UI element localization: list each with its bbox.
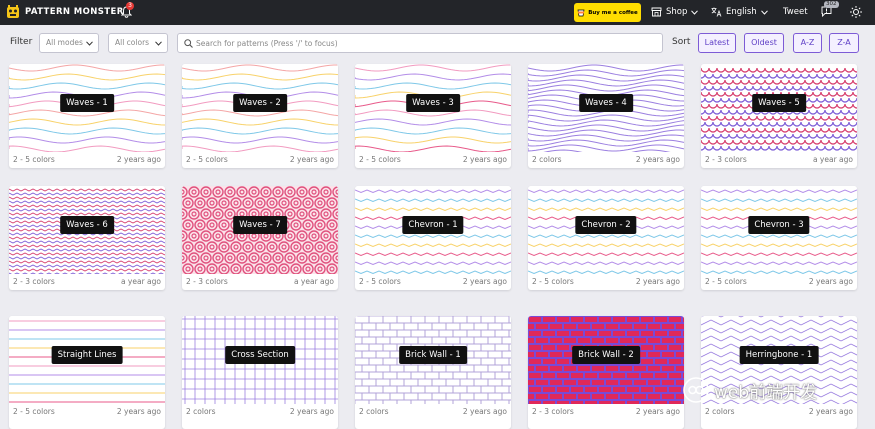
- chevron-down-icon: [691, 9, 699, 15]
- pattern-card[interactable]: Straight Lines 2 - 5 colors 2 years ago: [9, 316, 165, 429]
- color-select-value: All colors: [115, 38, 150, 47]
- chevron-down-icon: [155, 41, 162, 46]
- pattern-color-count: 2 colors: [705, 407, 735, 416]
- chevron-down-icon: [86, 41, 93, 46]
- pattern-color-count: 2 - 5 colors: [359, 277, 401, 286]
- sort-za-button[interactable]: Z-A: [829, 33, 859, 53]
- filter-label: Filter: [10, 37, 33, 47]
- pattern-name: Waves - 1: [60, 94, 114, 112]
- pattern-preview[interactable]: [528, 316, 684, 404]
- pattern-name: Waves - 4: [579, 94, 633, 112]
- pattern-color-count: 2 colors: [186, 407, 216, 416]
- pattern-age: 2 years ago: [116, 407, 161, 416]
- sort-label: Sort: [672, 37, 691, 47]
- monster-logo-icon[interactable]: [6, 5, 20, 19]
- pattern-color-count: 2 - 3 colors: [532, 407, 574, 416]
- pattern-card[interactable]: Waves - 7 2 - 3 colors a year ago: [182, 186, 338, 290]
- pattern-age: 2 years ago: [116, 155, 161, 164]
- pattern-color-count: 2 - 5 colors: [186, 155, 228, 164]
- coffee-cup-icon: [577, 9, 585, 17]
- feedback-count-badge: 302: [824, 1, 839, 8]
- brand-title[interactable]: PATTERN MONSTER: [25, 7, 124, 17]
- top-nav: PATTERN MONSTER 3 Buy me a coffee Shop E…: [0, 0, 875, 25]
- pattern-age: 2 years ago: [289, 407, 334, 416]
- translate-icon: [711, 7, 722, 17]
- notification-badge: 3: [126, 2, 134, 10]
- pattern-card[interactable]: Waves - 6 2 - 3 colors a year ago: [9, 186, 165, 290]
- pattern-name: Waves - 3: [406, 94, 460, 112]
- pattern-age: 2 years ago: [808, 277, 853, 286]
- pattern-card[interactable]: Waves - 1 2 - 5 colors 2 years ago: [9, 64, 165, 168]
- pattern-card[interactable]: Brick Wall - 1 2 colors 2 years ago: [355, 316, 511, 429]
- pattern-age: 2 years ago: [462, 277, 507, 286]
- language-label: English: [726, 7, 757, 17]
- pattern-age: a year ago: [120, 277, 161, 286]
- pattern-color-count: 2 colors: [359, 407, 389, 416]
- mode-select-value: All modes: [46, 38, 83, 47]
- mode-select[interactable]: All modes: [39, 33, 99, 53]
- pattern-name: Waves - 6: [60, 216, 114, 234]
- pattern-age: a year ago: [293, 277, 334, 286]
- pattern-card[interactable]: Brick Wall - 2 2 - 3 colors 2 years ago: [528, 316, 684, 429]
- pattern-card[interactable]: Waves - 3 2 - 5 colors 2 years ago: [355, 64, 511, 168]
- pattern-name: Waves - 5: [752, 94, 806, 112]
- pattern-name: Waves - 7: [233, 216, 287, 234]
- pattern-name: Chevron - 1: [402, 216, 464, 234]
- pattern-name: Cross Section: [225, 346, 295, 364]
- pattern-color-count: 2 - 3 colors: [13, 277, 55, 286]
- pattern-age: 2 years ago: [635, 407, 680, 416]
- pattern-age: 2 years ago: [808, 407, 853, 416]
- search-icon: [184, 39, 193, 48]
- pattern-age: 2 years ago: [635, 155, 680, 164]
- search-input[interactable]: [196, 35, 656, 51]
- pattern-name: Brick Wall - 1: [399, 346, 467, 364]
- chevron-down-icon: [760, 9, 768, 15]
- sort-oldest-button[interactable]: Oldest: [744, 33, 784, 53]
- shop-menu[interactable]: Shop: [651, 7, 699, 17]
- watermark-text: web前端开发: [714, 382, 818, 403]
- pattern-name: Waves - 2: [233, 94, 287, 112]
- search-box: [177, 33, 663, 53]
- pattern-age: 2 years ago: [635, 277, 680, 286]
- sort-az-button[interactable]: A-Z: [793, 33, 822, 53]
- pattern-card[interactable]: Waves - 2 2 - 5 colors 2 years ago: [182, 64, 338, 168]
- pattern-age: a year ago: [812, 155, 853, 164]
- pattern-card[interactable]: Waves - 4 2 colors 2 years ago: [528, 64, 684, 168]
- pattern-name: Brick Wall - 2: [572, 346, 640, 364]
- pattern-card[interactable]: Cross Section 2 colors 2 years ago: [182, 316, 338, 429]
- pattern-age: 2 years ago: [462, 155, 507, 164]
- pattern-color-count: 2 - 5 colors: [13, 155, 55, 164]
- pattern-age: 2 years ago: [462, 407, 507, 416]
- wechat-logo-icon: [683, 377, 709, 403]
- wechat-watermark: web前端开发: [682, 376, 817, 404]
- sort-latest-button[interactable]: Latest: [698, 33, 736, 53]
- pattern-card[interactable]: Waves - 5 2 - 3 colors a year ago: [701, 64, 857, 168]
- pattern-name: Chevron - 3: [748, 216, 810, 234]
- language-menu[interactable]: English: [711, 7, 768, 17]
- theme-toggle-sun-icon[interactable]: [850, 6, 862, 18]
- pattern-age: 2 years ago: [289, 155, 334, 164]
- pattern-name: Straight Lines: [51, 346, 123, 364]
- pattern-name: Herringbone - 1: [739, 346, 819, 364]
- pattern-color-count: 2 - 5 colors: [705, 277, 747, 286]
- shop-label: Shop: [666, 7, 688, 17]
- pattern-card[interactable]: Herringbone - 1 2 colors 2 years ago: [701, 316, 857, 429]
- pattern-color-count: 2 - 5 colors: [532, 277, 574, 286]
- color-select[interactable]: All colors: [108, 33, 168, 53]
- pattern-color-count: 2 - 5 colors: [13, 407, 55, 416]
- pattern-card[interactable]: Chevron - 3 2 - 5 colors 2 years ago: [701, 186, 857, 290]
- tweet-link[interactable]: Tweet: [783, 7, 808, 17]
- shop-icon: [651, 7, 662, 17]
- pattern-card[interactable]: Chevron - 2 2 - 5 colors 2 years ago: [528, 186, 684, 290]
- buy-me-a-coffee-button[interactable]: Buy me a coffee: [574, 3, 641, 22]
- pattern-color-count: 2 - 3 colors: [186, 277, 228, 286]
- pattern-card[interactable]: Chevron - 1 2 - 5 colors 2 years ago: [355, 186, 511, 290]
- feedback-icon[interactable]: [821, 6, 832, 17]
- pattern-name: Chevron - 2: [575, 216, 637, 234]
- coffee-label: Buy me a coffee: [588, 9, 638, 16]
- pattern-color-count: 2 - 5 colors: [359, 155, 401, 164]
- pattern-color-count: 2 - 3 colors: [705, 155, 747, 164]
- pattern-color-count: 2 colors: [532, 155, 562, 164]
